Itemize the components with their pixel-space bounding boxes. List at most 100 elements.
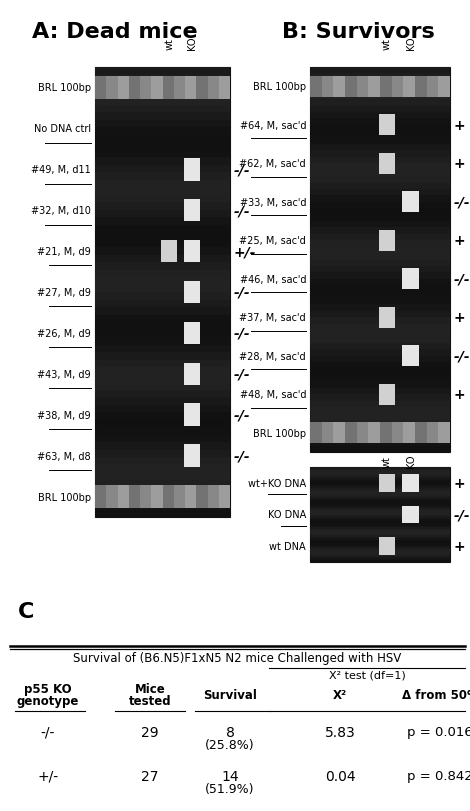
Text: BRL 100bp: BRL 100bp [253,428,306,438]
Bar [310,106,450,113]
Bar [184,200,200,222]
Bar [310,196,450,203]
Bar [333,423,345,444]
Bar [310,331,450,337]
Bar [310,241,450,247]
Text: #37, M, sac'd: #37, M, sac'd [239,313,306,323]
Bar [380,423,392,444]
Bar [95,113,230,120]
Text: wt DNA: wt DNA [269,542,306,551]
Bar [402,268,419,290]
Text: KO DNA: KO DNA [268,510,306,520]
Bar [310,534,450,535]
Bar [95,337,230,345]
Text: +: + [454,388,466,401]
Bar [95,435,230,443]
Bar [439,76,450,97]
Bar [95,450,230,457]
Bar [402,345,419,367]
Bar [392,423,403,444]
Bar [310,490,450,491]
Bar [184,322,200,345]
Bar [310,532,450,534]
Bar [95,195,230,203]
Text: Mice: Mice [134,682,165,695]
Bar [310,440,450,446]
Bar [310,480,450,482]
Text: Survival of (B6.N5)F1xN5 N2 mice Challenged with HSV: Survival of (B6.N5)F1xN5 N2 mice Challen… [73,651,402,664]
Bar [310,518,450,520]
Bar [310,496,450,497]
Bar [310,139,450,145]
Bar [402,506,419,524]
Bar [95,353,230,360]
Bar [379,474,395,492]
Bar [310,408,450,414]
Bar [161,241,177,263]
Bar [310,363,450,369]
Text: #43, M, d9: #43, M, d9 [38,369,91,380]
Bar [196,77,207,100]
Bar [95,473,230,480]
Bar [310,113,450,119]
Bar [310,556,450,558]
Text: tested: tested [129,694,171,707]
Text: A: Dead mice: A: Dead mice [32,22,198,42]
Bar [95,225,230,233]
Bar [95,203,230,210]
Bar [310,535,450,537]
Bar [427,76,439,97]
Bar [95,367,230,375]
Bar [129,486,140,508]
Bar [95,487,230,495]
Bar [95,330,230,337]
Bar [321,423,333,444]
Bar [379,307,395,328]
Bar [95,427,230,435]
Bar [310,529,450,530]
Text: -/-: -/- [234,327,251,341]
Bar [310,427,450,433]
Text: #63, M, d8: #63, M, d8 [38,451,91,461]
Bar [95,77,106,100]
Bar [333,76,345,97]
Bar [310,513,450,515]
Bar [310,472,450,474]
Text: KO: KO [187,36,197,50]
Bar [310,539,450,540]
Text: #28, M, sac'd: #28, M, sac'd [239,351,306,362]
Bar [310,475,450,477]
Bar [310,254,450,260]
Bar [310,504,450,505]
Bar [357,76,368,97]
Bar [310,548,450,550]
Bar [95,240,230,247]
Bar [379,538,395,556]
Bar [95,98,230,105]
Text: -/-: -/- [454,508,470,521]
Bar [310,542,450,543]
Bar [310,478,450,480]
Bar [310,500,450,502]
Text: KO: KO [406,36,416,50]
Bar [310,151,450,157]
Text: 14: 14 [221,769,239,783]
Bar [95,502,230,510]
Bar [310,221,450,228]
Bar [310,467,450,469]
Bar [118,486,129,508]
Bar [174,77,185,100]
Bar [310,234,450,241]
Bar [310,190,450,196]
Bar [310,298,450,305]
Bar [95,68,230,75]
Bar [357,423,368,444]
Bar [310,555,450,556]
Bar [95,480,230,487]
Bar [163,486,174,508]
Bar [184,241,200,263]
Bar [185,77,196,100]
Bar [95,465,230,473]
Bar [310,553,450,555]
Bar [95,180,230,188]
